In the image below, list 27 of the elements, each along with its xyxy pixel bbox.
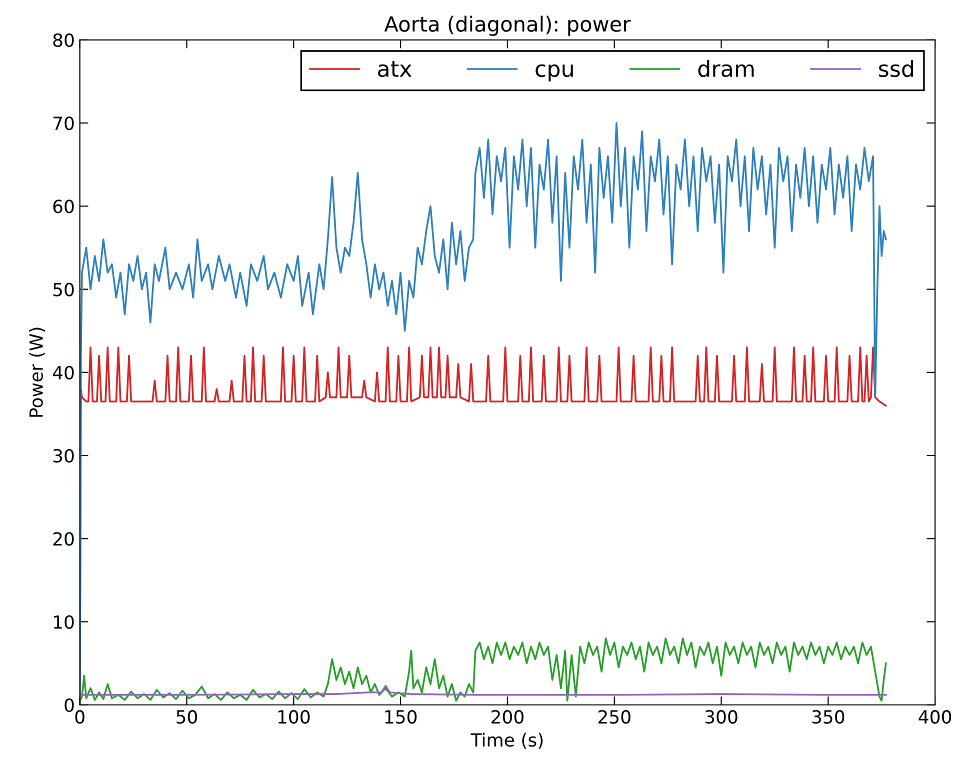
line-series [80,637,887,702]
y-tick-label: 30 [53,448,74,463]
x-tick-label: 0 [75,710,84,724]
legend-label: dram [698,60,754,78]
y-tick-label: 0 [64,698,74,712]
y-tick-label: 40 [52,366,74,380]
x-tick-label: 100 [278,710,310,724]
x-tick-label: 250 [598,710,630,724]
y-tick-label: 80 [53,33,74,47]
x-tick-label: 50 [176,710,198,724]
y-tick-label: 10 [54,615,74,629]
x-tick-label: 300 [705,710,738,724]
line-series [80,684,887,696]
x-axis-title: Time (s) [470,732,543,749]
y-tick-label: 20 [53,532,74,546]
y-tick-label: 70 [53,116,74,130]
x-tick-label: 200 [492,710,524,724]
x-tick-label: 400 [918,710,952,724]
y-tick-label: 50 [53,282,74,296]
x-tick-label: 350 [812,710,844,724]
legend-label: cpu [536,64,573,82]
legend-label: atx [378,61,412,78]
y-tick-label: 60 [53,200,74,214]
legend-label: ssd [879,60,914,78]
y-axis-title: Power (W) [29,328,46,417]
chart-title: Aorta (diagonal): power [384,16,631,36]
x-tick-label: 150 [385,710,417,724]
